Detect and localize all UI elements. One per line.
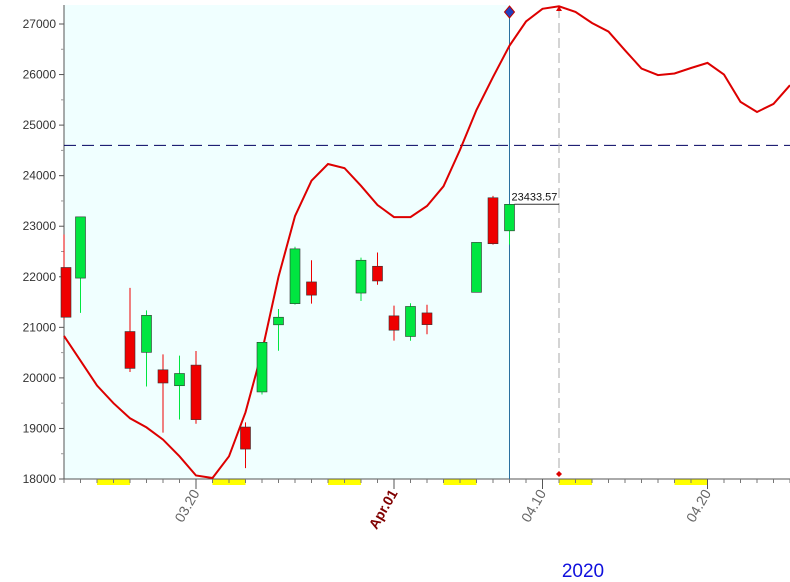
y-tick-label: 21000: [23, 320, 57, 334]
year-label: 2020: [562, 561, 604, 582]
y-tick-label: 27000: [23, 17, 57, 31]
projection-line: [63, 5, 790, 480]
candle-body: [306, 281, 317, 296]
history-region: [64, 5, 510, 479]
candle-body: [60, 267, 72, 318]
candle-body: [174, 373, 185, 387]
candle-body: [421, 312, 433, 325]
y-tick-label: 25000: [23, 118, 57, 132]
candle-body: [471, 242, 482, 293]
y-tick-label: 24000: [23, 169, 57, 183]
marker-bottom: [556, 471, 562, 477]
y-tick-label: 18000: [23, 472, 57, 486]
candle-body: [289, 248, 301, 304]
candle-body: [388, 315, 400, 331]
candle-body: [372, 265, 383, 282]
candle-body: [157, 369, 169, 384]
candle-body: [355, 259, 367, 294]
y-tick-label: 26000: [23, 68, 57, 82]
candle-body: [487, 197, 499, 245]
candle-body: [75, 216, 86, 279]
candle-body: [240, 426, 251, 450]
close-value-label: 23433.57: [512, 191, 558, 203]
marker-top: [556, 6, 562, 11]
y-tick-label: 22000: [23, 270, 57, 284]
candle-body: [256, 341, 268, 393]
y-tick-label: 19000: [23, 421, 57, 435]
candle-body: [124, 331, 136, 369]
candle-body: [405, 306, 416, 337]
candle-body: [504, 204, 515, 232]
y-tick-label: 23000: [23, 219, 57, 233]
candle-body: [190, 364, 202, 420]
candle-body: [141, 315, 152, 353]
cursor-diamond: [503, 5, 516, 19]
y-tick-label: 20000: [23, 371, 57, 385]
candle-body: [273, 316, 284, 326]
